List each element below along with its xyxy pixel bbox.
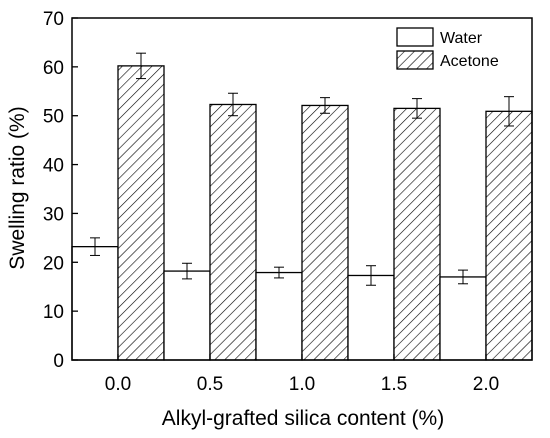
- x-axis-title: Alkyl-grafted silica content (%): [162, 407, 444, 430]
- x-tick-label: 0.5: [197, 374, 223, 395]
- legend: Water Acetone: [396, 27, 499, 70]
- x-tick-label: 1.5: [381, 374, 407, 395]
- legend-swatch-water: [396, 27, 434, 47]
- bar-water-0.5: [163, 270, 211, 361]
- bar-water-1.5: [347, 274, 395, 361]
- bar-acetone-0.5: [209, 103, 257, 361]
- error-bar-acetone-0.0: [136, 52, 146, 80]
- error-bar-acetone-2.0: [504, 96, 514, 127]
- x-tick-label: 2.0: [473, 374, 499, 395]
- bar-acetone-2.0: [485, 110, 533, 361]
- bar-acetone-0.0: [117, 65, 165, 361]
- y-tick-label: 30: [43, 204, 64, 225]
- error-bar-water-0.5: [182, 262, 192, 280]
- error-bar-water-0.0: [90, 237, 100, 256]
- error-bar-water-1.0: [274, 266, 284, 279]
- y-tick-label: 70: [43, 9, 64, 30]
- ticks-layer: 0.0 0.5 1.0 1.5 2.0 0 10 20 30 40 50 60 70: [43, 9, 499, 395]
- error-bar-acetone-1.0: [320, 97, 330, 114]
- bar-water-2.0: [439, 276, 487, 361]
- y-tick-label: 0: [53, 351, 64, 372]
- y-tick-label: 20: [43, 253, 64, 274]
- plot-frame: [71, 17, 533, 361]
- y-tick-label: 40: [43, 156, 64, 177]
- bars-layer: [71, 52, 533, 361]
- x-tick-label: 1.0: [289, 374, 315, 395]
- error-bar-acetone-1.5: [412, 98, 422, 119]
- legend-swatch-acetone: [396, 50, 434, 70]
- error-bar-acetone-0.5: [228, 92, 238, 117]
- legend-label-acetone: Acetone: [440, 53, 499, 70]
- bar-acetone-1.0: [301, 104, 349, 361]
- legend-label-water: Water: [440, 30, 483, 47]
- y-axis-title: Swelling ratio (%): [6, 106, 29, 269]
- y-tick-label: 10: [43, 302, 64, 323]
- error-bar-water-1.5: [366, 265, 376, 286]
- x-tick-label: 0.0: [105, 374, 131, 395]
- bar-water-1.0: [255, 271, 303, 361]
- error-bar-water-2.0: [458, 269, 468, 285]
- y-tick-label: 60: [43, 58, 64, 79]
- bar-water-0.0: [71, 246, 119, 361]
- bar-acetone-1.5: [393, 107, 441, 361]
- y-tick-label: 50: [43, 107, 64, 128]
